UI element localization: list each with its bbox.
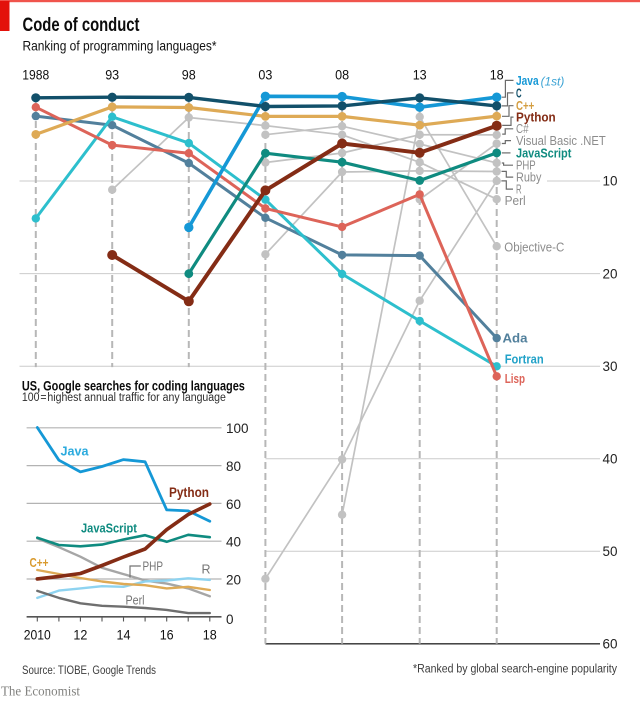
svg-text:Source: TIOBE, Google Trends: Source: TIOBE, Google Trends xyxy=(22,665,156,677)
svg-text:100: 100 xyxy=(226,421,249,436)
svg-text:C++: C++ xyxy=(30,556,49,570)
svg-text:08: 08 xyxy=(335,68,349,83)
svg-text:2010: 2010 xyxy=(24,628,51,643)
svg-text:12: 12 xyxy=(73,628,87,643)
svg-text:*Ranked by global search-engin: *Ranked by global search-engine populari… xyxy=(413,664,617,676)
svg-text:JavaScript: JavaScript xyxy=(81,521,138,536)
svg-text:(1st): (1st) xyxy=(541,74,565,88)
svg-text:Java: Java xyxy=(516,74,539,88)
svg-text:Python: Python xyxy=(516,111,556,125)
svg-text:Ruby: Ruby xyxy=(516,171,542,185)
svg-text:60: 60 xyxy=(226,497,241,512)
svg-text:40: 40 xyxy=(226,535,241,550)
svg-text:18: 18 xyxy=(490,68,504,83)
svg-text:PHP: PHP xyxy=(143,560,164,574)
svg-text:PHP: PHP xyxy=(516,158,536,172)
svg-text:Lisp: Lisp xyxy=(505,372,526,386)
svg-text:03: 03 xyxy=(258,68,272,83)
svg-text:US, Google searches for coding: US, Google searches for coding languages xyxy=(22,378,245,394)
svg-text:Ada: Ada xyxy=(503,332,529,346)
svg-text:C#: C# xyxy=(516,122,529,136)
svg-text:50: 50 xyxy=(603,544,618,559)
svg-text:100 = highest annual traffic f: 100 = highest annual traffic for any lan… xyxy=(22,392,226,404)
svg-text:JavaScript: JavaScript xyxy=(516,146,572,160)
svg-text:Code of conduct: Code of conduct xyxy=(23,15,141,36)
svg-text:0: 0 xyxy=(226,612,234,627)
svg-text:93: 93 xyxy=(105,68,119,83)
svg-text:60: 60 xyxy=(603,637,618,652)
svg-text:Ranking of programming languag: Ranking of programming languages* xyxy=(23,38,217,54)
svg-text:Objective-C: Objective-C xyxy=(504,240,564,254)
svg-text:Perl: Perl xyxy=(505,194,526,208)
svg-text:1988: 1988 xyxy=(22,68,49,83)
svg-text:C: C xyxy=(516,86,522,100)
svg-text:Python: Python xyxy=(169,485,209,500)
svg-text:16: 16 xyxy=(160,628,174,643)
svg-text:98: 98 xyxy=(182,68,196,83)
svg-text:C++: C++ xyxy=(516,99,534,113)
svg-text:80: 80 xyxy=(226,459,241,474)
svg-text:30: 30 xyxy=(603,359,618,374)
svg-text:20: 20 xyxy=(226,572,241,587)
svg-text:18: 18 xyxy=(203,628,217,643)
svg-text:10: 10 xyxy=(603,174,618,189)
svg-text:R: R xyxy=(202,563,211,577)
svg-text:13: 13 xyxy=(413,68,427,83)
svg-text:14: 14 xyxy=(117,628,131,643)
svg-text:Fortran: Fortran xyxy=(505,352,544,366)
svg-text:Visual Basic .NET: Visual Basic .NET xyxy=(516,134,606,148)
svg-text:Java: Java xyxy=(61,443,90,458)
svg-text:The Economist: The Economist xyxy=(1,684,80,699)
svg-text:20: 20 xyxy=(603,266,618,281)
svg-text:40: 40 xyxy=(603,452,618,467)
svg-text:R: R xyxy=(516,183,522,197)
svg-text:Perl: Perl xyxy=(126,594,145,608)
